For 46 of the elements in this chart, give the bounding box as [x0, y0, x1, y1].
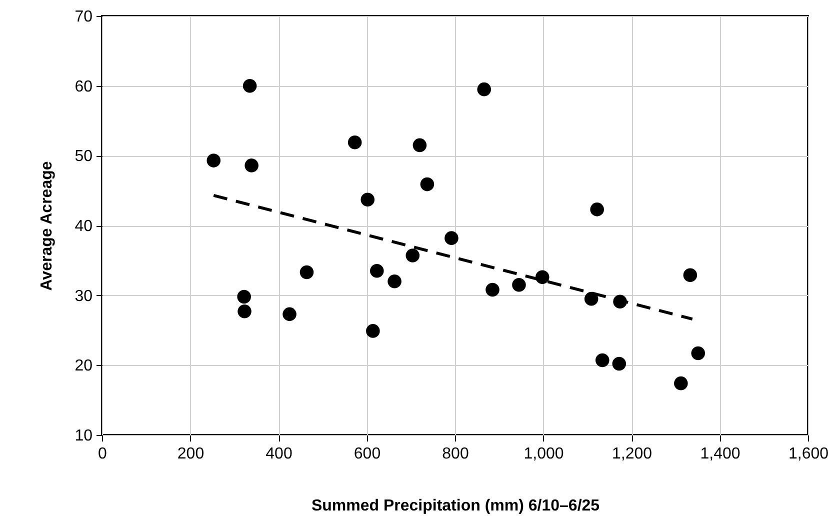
point	[206, 154, 221, 168]
y-tick-label: 10	[74, 428, 93, 444]
point	[535, 270, 550, 284]
point	[242, 78, 257, 93]
point	[612, 356, 626, 371]
x-tick-label: 1,000	[524, 446, 564, 462]
point	[237, 290, 251, 304]
point	[366, 324, 380, 338]
point	[348, 136, 362, 150]
y-tick-label: 60	[74, 78, 93, 96]
point	[370, 264, 384, 278]
point	[420, 177, 434, 192]
point	[613, 294, 627, 308]
point	[388, 274, 402, 288]
x-tick-label: 0	[98, 446, 108, 462]
y-tick-label: 30	[74, 288, 93, 305]
y-tick-label: 20	[74, 358, 93, 375]
x-tick-label: 200	[177, 446, 204, 462]
point	[360, 192, 375, 207]
point	[512, 278, 526, 292]
point	[282, 307, 296, 322]
point	[691, 346, 706, 360]
point	[595, 353, 610, 368]
point	[244, 158, 258, 172]
point	[238, 304, 252, 318]
x-tick-label: 1,400	[700, 446, 740, 462]
y-tick-label: 40	[74, 218, 93, 235]
x-tick-label: 1,600	[788, 446, 829, 462]
point	[477, 82, 492, 96]
x-tick-label: 600	[354, 446, 381, 462]
y-tick-label: 50	[74, 148, 93, 166]
x-tick-label: 1,200	[612, 446, 652, 462]
point	[406, 248, 420, 262]
point	[300, 265, 314, 280]
point	[584, 292, 598, 306]
point	[674, 376, 688, 390]
y-tick-label: 70	[74, 8, 93, 26]
point	[683, 268, 698, 282]
y-axis-title: Average Acreage	[38, 161, 56, 291]
point	[444, 231, 458, 245]
point	[412, 138, 427, 152]
x-tick-label: 800	[442, 446, 469, 462]
x-axis-title: Summed Precipitation (mm) 6/10–6/25	[311, 498, 600, 514]
x-tick-label: 400	[266, 446, 292, 462]
point	[590, 202, 604, 216]
point	[486, 282, 500, 297]
